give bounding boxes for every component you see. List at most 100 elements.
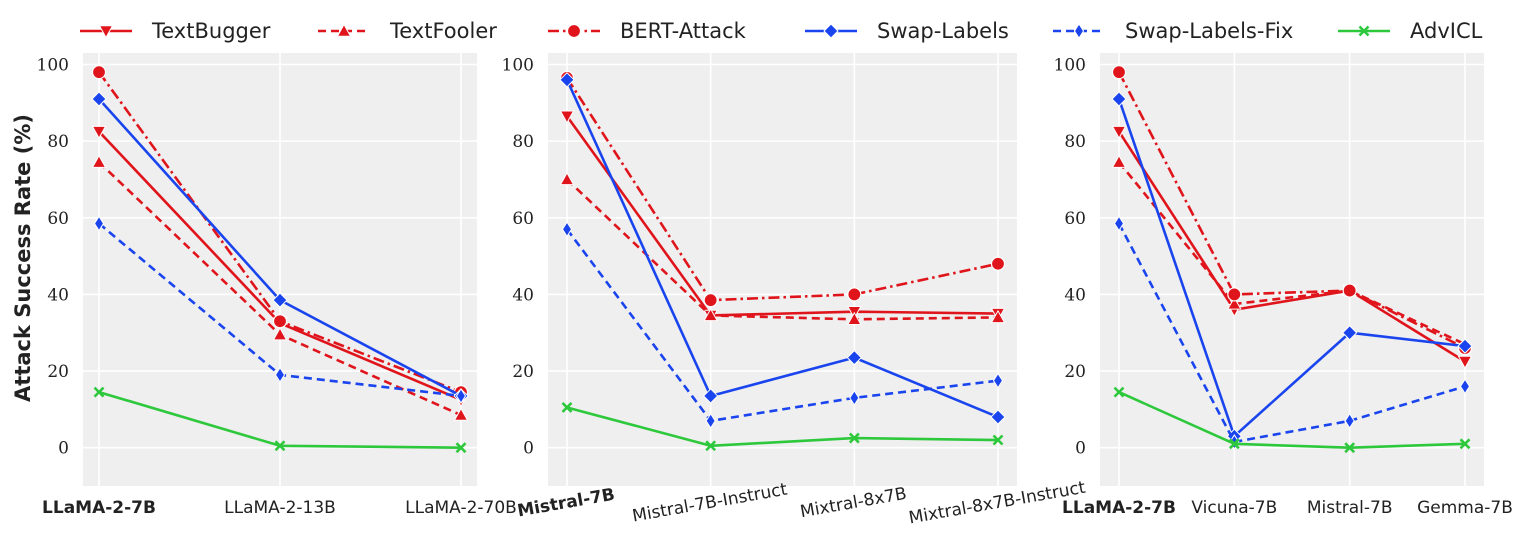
legend-item-advicl: AdvICL bbox=[1338, 19, 1483, 43]
legend-item-textfooler: TextFooler bbox=[318, 19, 497, 43]
data-point bbox=[849, 389, 860, 406]
data-point bbox=[1344, 442, 1356, 454]
data-point bbox=[1113, 215, 1125, 232]
x-tick-label-mixtral-8x7b: Mixtral-8x7B bbox=[799, 484, 909, 522]
series-line bbox=[565, 79, 999, 419]
y-tick-label: 0 bbox=[1075, 439, 1086, 459]
series-line bbox=[1118, 390, 1466, 449]
x-tick-label-mistral-7b-instruct: Mistral-7B-Instruct bbox=[631, 480, 789, 527]
data-point bbox=[705, 412, 716, 429]
y-tick-label: 20 bbox=[1064, 362, 1086, 382]
data-point bbox=[559, 72, 575, 88]
legend-label: Swap-Labels bbox=[877, 19, 1009, 43]
data-point bbox=[992, 372, 1004, 389]
y-tick-label: 0 bbox=[523, 439, 534, 459]
data-point bbox=[846, 311, 862, 326]
y-tick-label: 20 bbox=[512, 362, 534, 382]
y-tick-label: 60 bbox=[47, 209, 69, 229]
series-line bbox=[566, 178, 999, 321]
x-tick-label-gemma-7b: Gemma-7B bbox=[1417, 498, 1513, 518]
y-axis-label: Attack Success Rate (%) bbox=[11, 114, 35, 402]
data-point bbox=[561, 402, 573, 413]
legend-item-textbugger: TextBugger bbox=[80, 19, 271, 43]
data-point bbox=[1111, 91, 1127, 107]
data-point bbox=[990, 309, 1006, 324]
data-point bbox=[1111, 154, 1127, 168]
panel-2: 0 20 40 60 80 100 Mistral-7B Mistral-7B-Instruc… bbox=[502, 53, 1087, 528]
y-tick-label: 0 bbox=[58, 439, 69, 459]
data-point bbox=[1459, 438, 1471, 450]
series-bert-attack bbox=[1111, 65, 1473, 356]
legend: TextBugger TextFooler BERT-Attack Swap-Labe… bbox=[80, 19, 1483, 43]
data-point bbox=[455, 442, 467, 454]
series-line bbox=[565, 228, 999, 423]
series-textfooler bbox=[559, 171, 1006, 326]
data-point bbox=[272, 327, 288, 341]
data-point bbox=[91, 91, 107, 107]
data-point bbox=[1226, 296, 1242, 310]
x-tick-label-mistral-7b: Mistral-7B bbox=[516, 485, 616, 522]
data-point bbox=[91, 65, 107, 80]
series-swap-labels-fix bbox=[561, 221, 1004, 429]
y-tick-label: 80 bbox=[47, 132, 69, 152]
data-point bbox=[561, 221, 573, 238]
series-line bbox=[1117, 98, 1466, 438]
data-point bbox=[272, 292, 288, 308]
series-advicl bbox=[93, 386, 467, 454]
series-swap-labels-fix bbox=[93, 215, 467, 404]
legend-marker bbox=[566, 23, 582, 39]
series-line bbox=[1117, 130, 1466, 363]
x-tick-label-llama-2-70b: LLaMA-2-70B bbox=[405, 498, 517, 518]
y-tick-label: 100 bbox=[37, 55, 69, 75]
legend-label: TextBugger bbox=[151, 19, 271, 43]
legend-marker bbox=[98, 25, 114, 39]
data-point bbox=[1227, 287, 1242, 302]
data-point bbox=[702, 388, 719, 404]
legend-label: Swap-Labels-Fix bbox=[1125, 19, 1293, 43]
y-tick-label: 100 bbox=[1054, 55, 1086, 75]
data-point bbox=[93, 215, 105, 232]
data-point bbox=[559, 110, 575, 124]
data-point bbox=[847, 287, 862, 302]
y-tick-label: 20 bbox=[47, 362, 69, 382]
plot-background bbox=[1100, 53, 1484, 486]
data-point bbox=[274, 440, 286, 452]
legend-item-swap-labels: Swap-Labels bbox=[805, 19, 1009, 43]
x-tick-label-vicuna-7b: Vicuna-7B bbox=[1191, 498, 1277, 518]
data-point bbox=[93, 386, 105, 398]
data-point bbox=[703, 293, 718, 308]
data-point bbox=[703, 307, 719, 322]
x-tick-label-llama-2-7b: LLaMA-2-7B bbox=[1062, 498, 1176, 518]
panel-3: 0 20 40 60 80 100 LLaMA-2-7B Vicuna-7B Mistral-7… bbox=[1054, 53, 1513, 518]
data-point bbox=[1111, 65, 1127, 80]
y-tick-label: 80 bbox=[512, 132, 534, 152]
data-point bbox=[990, 409, 1006, 425]
data-point bbox=[1457, 355, 1473, 369]
data-point bbox=[1113, 386, 1125, 398]
y-tick-label: 60 bbox=[1064, 209, 1086, 229]
legend-marker bbox=[1073, 23, 1085, 39]
data-point bbox=[1111, 125, 1127, 140]
data-point bbox=[1457, 338, 1473, 354]
series-swap-labels bbox=[559, 72, 1006, 425]
data-point bbox=[1344, 412, 1355, 429]
legend-item-swap-labels-fix: Swap-Labels-Fix bbox=[1053, 19, 1293, 43]
y-tick-label: 100 bbox=[502, 55, 534, 75]
y-tick-label: 40 bbox=[1064, 285, 1086, 305]
data-point bbox=[91, 125, 107, 140]
legend-label: TextFooler bbox=[389, 19, 497, 43]
series-swap-labels-fix bbox=[1113, 215, 1471, 450]
y-tick-label: 40 bbox=[512, 285, 534, 305]
legend-item-bert-attack: BERT-Attack bbox=[548, 19, 747, 43]
data-point bbox=[455, 388, 467, 404]
data-point bbox=[1228, 438, 1240, 450]
plot-background bbox=[548, 53, 1017, 486]
data-point bbox=[846, 349, 863, 366]
series-advicl bbox=[1113, 386, 1471, 454]
legend-label: AdvICL bbox=[1410, 19, 1483, 43]
legend-marker bbox=[336, 23, 352, 37]
series-line bbox=[565, 77, 999, 302]
data-point bbox=[272, 314, 288, 329]
legend-marker bbox=[823, 23, 839, 39]
